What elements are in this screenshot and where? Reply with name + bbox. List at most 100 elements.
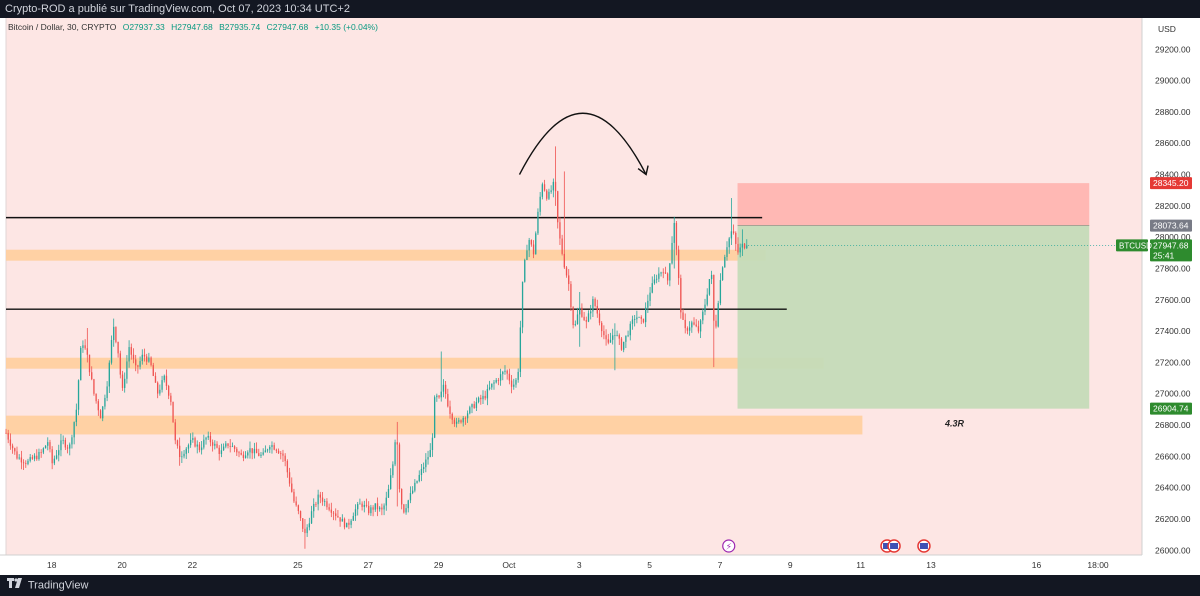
current-price-label: 27947.68	[1153, 240, 1189, 250]
candle-body	[713, 274, 715, 321]
candle-body	[157, 382, 159, 394]
candle-body	[108, 362, 110, 387]
price-tick-label: 29200.00	[1155, 44, 1191, 54]
candle-body	[253, 448, 256, 454]
candle-body	[295, 501, 297, 506]
candle-body	[403, 504, 405, 513]
candle-body	[293, 491, 295, 502]
candle-body	[513, 384, 515, 387]
candle-body	[623, 341, 625, 350]
candle-body	[546, 190, 548, 199]
candle-body	[62, 439, 64, 441]
candle-body	[570, 284, 572, 308]
candle-body	[609, 339, 612, 343]
candle-body	[183, 453, 185, 457]
chart-frame[interactable]: 4.3R ⚡ USD 29200.00 29000.00 28800.00 28600.00…	[0, 18, 1200, 575]
candle-body	[634, 319, 636, 320]
candle-body	[640, 316, 642, 319]
candle-body	[84, 345, 86, 349]
candle-body	[721, 267, 724, 281]
candle-body	[708, 279, 711, 295]
candle-body	[106, 386, 108, 398]
candle-body	[484, 395, 486, 399]
candle-body	[387, 488, 390, 498]
price-tick-label: 28200.00	[1155, 201, 1191, 211]
candle-body	[420, 469, 423, 475]
candle-body	[563, 253, 565, 268]
candle-body	[110, 340, 113, 363]
candle-body	[214, 443, 216, 446]
candle-body	[348, 522, 350, 525]
entry-price-label-bg	[1150, 219, 1192, 232]
candle-body	[515, 379, 517, 385]
candle-body	[7, 432, 9, 440]
arc-annotation	[518, 112, 647, 175]
candle-body	[653, 279, 656, 284]
candle-body	[528, 240, 530, 251]
candle-body	[682, 312, 684, 320]
candle-body	[581, 307, 583, 317]
candle-body	[328, 507, 330, 510]
candle-body	[453, 419, 456, 424]
candle-body	[205, 437, 207, 440]
candle-body	[497, 380, 500, 381]
candle-body	[139, 361, 141, 367]
candle-body	[150, 357, 152, 366]
publisher-bar: Crypto-ROD a publié sur TradingView.com,…	[0, 0, 1200, 18]
candle-body	[576, 314, 579, 325]
candle-body	[585, 320, 587, 322]
candle-body	[260, 454, 262, 456]
candle-body	[88, 354, 91, 373]
candle-body	[521, 281, 524, 328]
us-flag-icon	[883, 543, 892, 549]
candle-body	[583, 316, 585, 321]
candle-body	[172, 401, 174, 423]
candle-body	[526, 250, 528, 260]
candle-body	[306, 527, 308, 534]
candle-body	[18, 457, 20, 459]
time-tick-label: 9	[788, 560, 793, 570]
candle-body	[627, 335, 629, 337]
candle-body	[411, 490, 414, 494]
candle-body	[117, 341, 119, 354]
candle-body	[189, 439, 192, 446]
candle-body	[568, 275, 570, 285]
candle-body	[66, 447, 69, 449]
dividend-event-icon	[722, 539, 736, 553]
candle-body	[638, 316, 640, 318]
candle-body	[618, 335, 620, 339]
time-tick-label: 11	[856, 560, 865, 570]
candle-body	[605, 335, 607, 340]
candle-body	[255, 448, 258, 454]
candle-body	[20, 457, 23, 463]
price-tick-label: 28000.00	[1155, 232, 1191, 242]
time-tick-label: 27	[364, 560, 374, 570]
candle-body	[612, 335, 614, 340]
candle-body	[438, 395, 440, 398]
price-chart[interactable]: 4.3R ⚡ USD 29200.00 29000.00 28800.00 28600.00…	[0, 18, 1200, 575]
candle-body	[91, 372, 93, 380]
candle-body	[396, 442, 398, 445]
candle-body	[601, 322, 603, 332]
candle-body	[493, 382, 495, 384]
candle-body	[504, 370, 506, 372]
candle-body	[284, 455, 286, 462]
candle-body	[115, 326, 117, 342]
candle-body	[174, 422, 176, 441]
candle-body	[315, 503, 317, 505]
candle-body	[42, 448, 45, 453]
candle-body	[499, 374, 502, 381]
candle-body	[671, 242, 673, 264]
candle-body	[710, 274, 713, 280]
candle-body	[163, 375, 165, 381]
candle-body	[262, 452, 264, 455]
candle-body	[372, 507, 374, 510]
time-tick-label: Oct	[502, 560, 516, 570]
candle-body	[242, 454, 245, 458]
candle-body	[82, 345, 84, 348]
candle-body	[148, 357, 150, 362]
candle-body	[381, 507, 383, 510]
candle-body	[510, 380, 513, 387]
candle-body	[363, 504, 365, 507]
candle-body	[346, 522, 348, 528]
